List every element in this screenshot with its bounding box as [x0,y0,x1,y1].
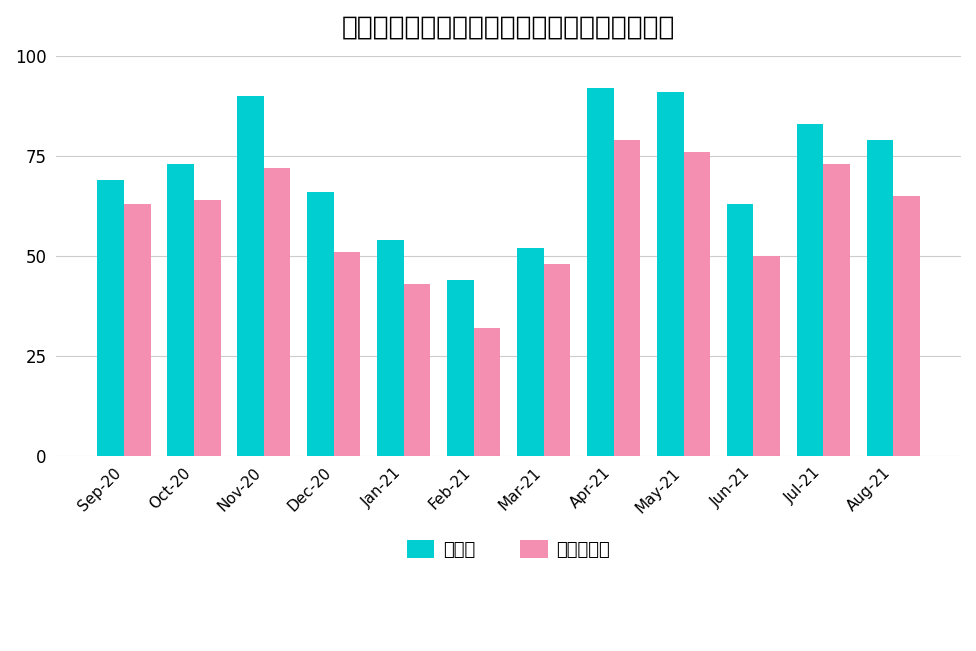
Bar [657,92,683,456]
Legend: 求人数, 内未経験者: 求人数, 内未経験者 [400,533,618,566]
Bar [544,264,570,456]
Bar [447,280,473,456]
Bar [98,180,124,456]
Bar [753,256,780,456]
Bar [517,248,544,456]
Bar [334,252,360,456]
Bar [124,204,150,456]
Bar [867,140,893,456]
Bar [404,284,430,456]
Bar [237,96,264,456]
Title: 札幌チャットレディアリュールの応募者数推移: 札幌チャットレディアリュールの応募者数推移 [342,15,675,41]
Bar [307,192,334,456]
Bar [796,124,824,456]
Bar [264,168,291,456]
Bar [683,152,711,456]
Bar [824,164,850,456]
Bar [194,200,221,456]
Bar [587,88,614,456]
Bar [168,164,194,456]
Bar [893,196,919,456]
Bar [473,327,501,456]
Bar [727,204,753,456]
Bar [614,140,640,456]
Bar [377,240,404,456]
